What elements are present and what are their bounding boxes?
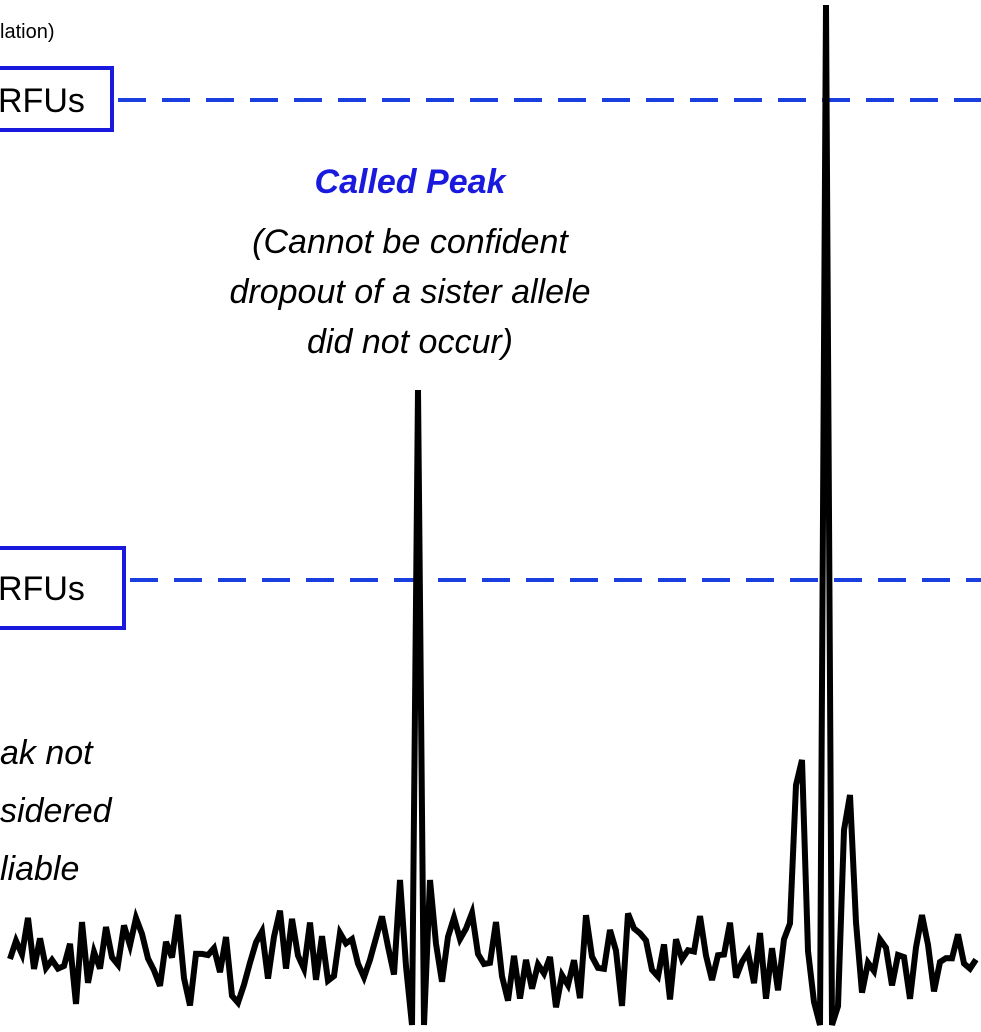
partial-label: lation) <box>0 21 54 43</box>
threshold-box <box>0 546 126 630</box>
called-peak-title: Called Peak <box>315 163 508 201</box>
left-note-line: liable <box>0 850 79 888</box>
left-note-line: ak not <box>0 734 94 772</box>
called-peak-line: did not occur) <box>307 323 513 361</box>
threshold-label: RFUs <box>0 570 85 608</box>
signal-trace <box>7 4 979 1026</box>
left-note-line: sidered <box>0 792 113 830</box>
called-peak-line: (Cannot be confident <box>252 223 569 261</box>
threshold-label: RFUs <box>0 82 85 120</box>
threshold-box <box>0 66 114 132</box>
called-peak-line: dropout of a sister allele <box>230 273 591 311</box>
